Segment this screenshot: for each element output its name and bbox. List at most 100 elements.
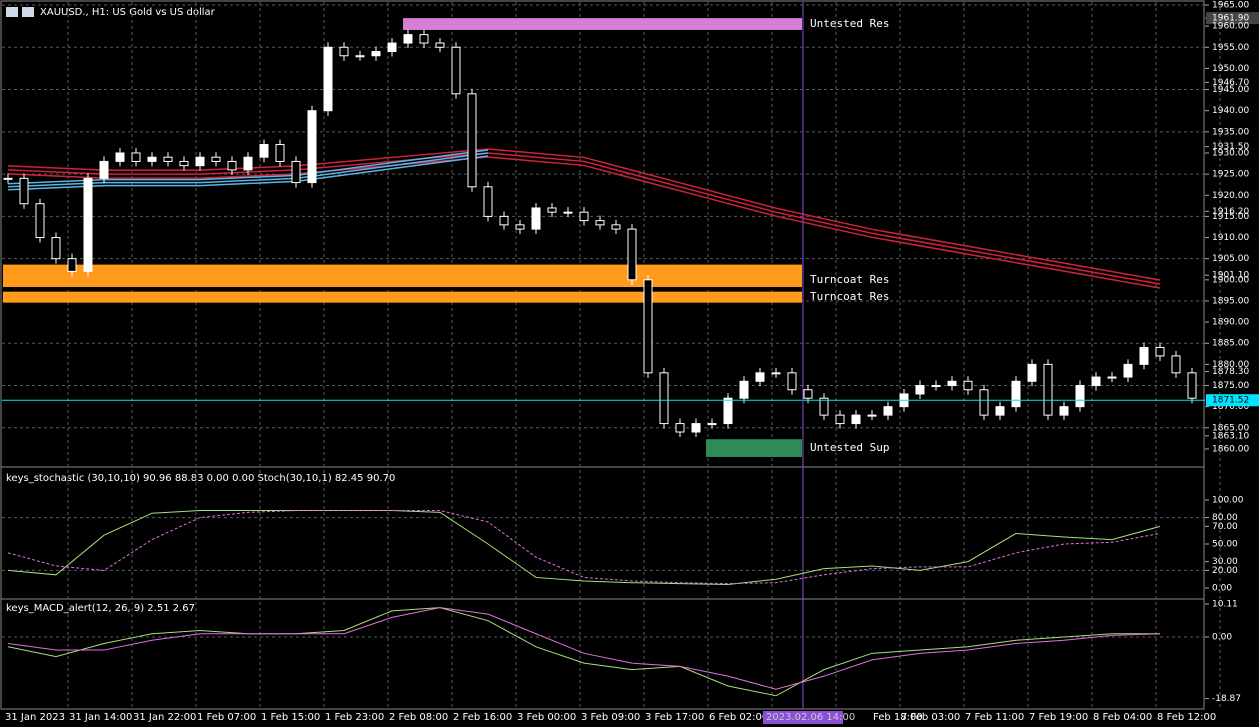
menu-icon[interactable]	[6, 7, 18, 17]
moving-average	[7, 156, 1161, 289]
candle	[723, 397, 733, 425]
candle	[835, 414, 845, 425]
candle	[755, 372, 765, 382]
candle	[211, 156, 221, 162]
candle	[163, 156, 173, 162]
candle	[979, 389, 989, 416]
time-label: 1 Feb 23:00	[325, 712, 384, 723]
candle	[627, 228, 637, 281]
time-label: Feb 18:00	[873, 712, 923, 723]
zone	[3, 264, 802, 288]
axis-label: 70.00	[1212, 522, 1238, 532]
time-label: 2 Feb 08:00	[389, 712, 448, 723]
moving-average	[7, 152, 1161, 285]
candle	[323, 46, 333, 112]
candle	[595, 220, 605, 226]
candle	[403, 34, 413, 44]
candle	[675, 423, 685, 433]
price-label: 1946.70	[1212, 78, 1249, 88]
candle	[307, 110, 317, 184]
time-label: 2 Feb 16:00	[453, 712, 512, 723]
window-title: XAUUSD., H1: US Gold vs US dollar	[40, 7, 216, 18]
candle	[35, 203, 45, 239]
candle	[691, 423, 701, 433]
price-label: 1860.00	[1212, 444, 1249, 454]
candle	[1091, 376, 1101, 387]
price-label: 1950.00	[1212, 64, 1249, 74]
candle	[483, 186, 493, 217]
crosshair-label: 2023.02.06 14:00	[766, 712, 855, 723]
candle	[947, 380, 957, 387]
candle	[1123, 363, 1133, 378]
indicator-main	[7, 510, 1161, 585]
price-label: 1940.00	[1212, 106, 1249, 116]
chart-icon[interactable]	[22, 7, 34, 17]
candle	[611, 224, 621, 230]
candle	[1155, 346, 1165, 357]
price-label: 1910.00	[1212, 233, 1249, 243]
candle	[259, 144, 269, 158]
candle	[931, 385, 941, 388]
candle	[179, 160, 189, 167]
candle	[83, 177, 93, 272]
axis-label: 0.00	[1212, 584, 1232, 594]
candle	[387, 42, 397, 53]
price-label: 1863.10	[1212, 431, 1249, 441]
current-price-label: 1871.52	[1212, 396, 1249, 406]
candle	[1187, 372, 1197, 399]
price-label: 1878.30	[1212, 367, 1249, 377]
price-label: 1931.50	[1212, 142, 1249, 152]
candle	[99, 160, 109, 179]
candle	[291, 160, 301, 184]
zone-label: Turncoat Res	[810, 290, 889, 303]
price-label: 1880.00	[1212, 360, 1249, 370]
time-label: 7 Feb 11:00	[965, 712, 1024, 723]
candle	[803, 389, 813, 399]
time-label: 3 Feb 00:00	[517, 712, 576, 723]
candle	[451, 46, 461, 95]
zone	[3, 291, 802, 303]
price-label: 1895.00	[1212, 296, 1249, 306]
candle	[115, 152, 125, 162]
price-label: 1901.10	[1212, 271, 1249, 281]
candle	[579, 211, 589, 222]
price-highlight	[1206, 12, 1259, 25]
time-label: 8 Feb 12:00	[1157, 712, 1216, 723]
price-label: 1885.00	[1212, 339, 1249, 349]
candle	[1107, 376, 1117, 379]
candle	[355, 55, 365, 58]
candle	[547, 207, 557, 213]
price-label: 1930.00	[1212, 148, 1249, 158]
time-label: 3 Feb 17:00	[645, 712, 704, 723]
candle	[867, 414, 877, 417]
candle	[819, 397, 829, 416]
candle	[195, 156, 205, 167]
time-label: 1 Feb 15:00	[261, 712, 320, 723]
price-label: 1916.20	[1212, 207, 1249, 217]
zone-label: Untested Res	[810, 17, 889, 30]
zone	[706, 439, 802, 457]
candle	[147, 156, 157, 162]
price-label: 1870.00	[1212, 402, 1249, 412]
candle	[883, 406, 893, 416]
candle	[1171, 355, 1181, 374]
candle	[707, 423, 717, 426]
candle	[339, 46, 349, 57]
candle	[19, 177, 29, 205]
zone-label: Turncoat Res	[810, 273, 889, 286]
stochastic-header: keys_stochastic (30,10,10) 90.96 88.83 0…	[6, 473, 395, 484]
candle	[787, 372, 797, 391]
time-label: 8 Feb 04:00	[1093, 712, 1152, 723]
time-label: 7 Feb 19:00	[1029, 712, 1088, 723]
candle	[467, 93, 477, 188]
candle	[1059, 406, 1069, 416]
candle	[1075, 385, 1085, 408]
indicator-signal	[7, 510, 1161, 585]
candle	[643, 279, 653, 374]
price-label: 1905.00	[1212, 254, 1249, 264]
indicator-main	[7, 607, 1160, 697]
candle	[963, 380, 973, 391]
time-label: 31 Jan 14:00	[69, 712, 132, 723]
